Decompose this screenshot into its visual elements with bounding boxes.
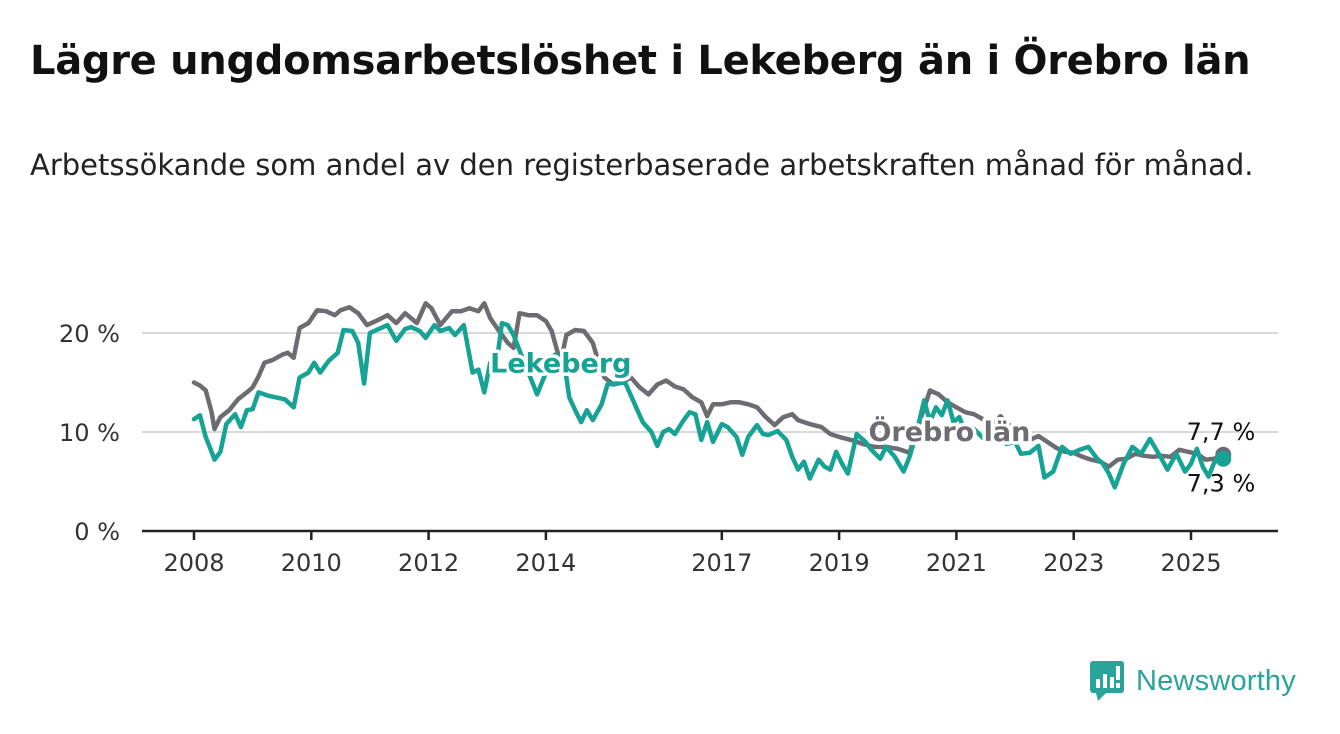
x-tick-label: 2021 bbox=[926, 549, 987, 577]
grid-lines bbox=[142, 332, 1278, 433]
brand-name: Newsworthy bbox=[1136, 664, 1296, 697]
chart-title: Lägre ungdomsarbetslöshet i Lekeberg än … bbox=[30, 38, 1251, 84]
x-tick-label: 2023 bbox=[1043, 549, 1104, 577]
brand-logo: Newsworthy bbox=[1088, 659, 1296, 703]
x-tick-label: 2008 bbox=[163, 549, 224, 577]
series-labels: 7,7 % 7,3 % Lekeberg Örebro län bbox=[487, 345, 1256, 498]
y-tick-label: 20 % bbox=[59, 320, 120, 348]
series-line-lekeberg bbox=[191, 320, 1226, 490]
x-tick-label: 2019 bbox=[809, 549, 870, 577]
end-value-label: 7,3 % bbox=[1187, 470, 1256, 498]
x-tick-label: 2025 bbox=[1160, 549, 1221, 577]
end-value-label: 7,7 % bbox=[1187, 418, 1256, 446]
series-line-örebro-län bbox=[191, 301, 1226, 469]
bar-chart-exclamation-icon bbox=[1090, 661, 1124, 701]
series-end-point bbox=[1215, 450, 1232, 467]
series-name-label: Örebro län bbox=[868, 415, 1030, 448]
chart-subtitle: Arbetssökande som andel av den registerb… bbox=[30, 148, 1254, 182]
series-name-label: Lekeberg bbox=[490, 349, 631, 380]
x-tick-label: 2017 bbox=[691, 549, 752, 577]
x-tick-label: 2014 bbox=[515, 549, 576, 577]
x-tick-label: 2010 bbox=[281, 549, 342, 577]
y-tick-label: 0 % bbox=[74, 518, 120, 546]
axes: 0 % 10 % 20 % 2008 2010 2012 2014 2017 2019 2021 2… bbox=[59, 320, 1278, 577]
y-tick-label: 10 % bbox=[59, 419, 120, 447]
series-lines bbox=[191, 301, 1232, 490]
x-tick-label: 2012 bbox=[398, 549, 459, 577]
